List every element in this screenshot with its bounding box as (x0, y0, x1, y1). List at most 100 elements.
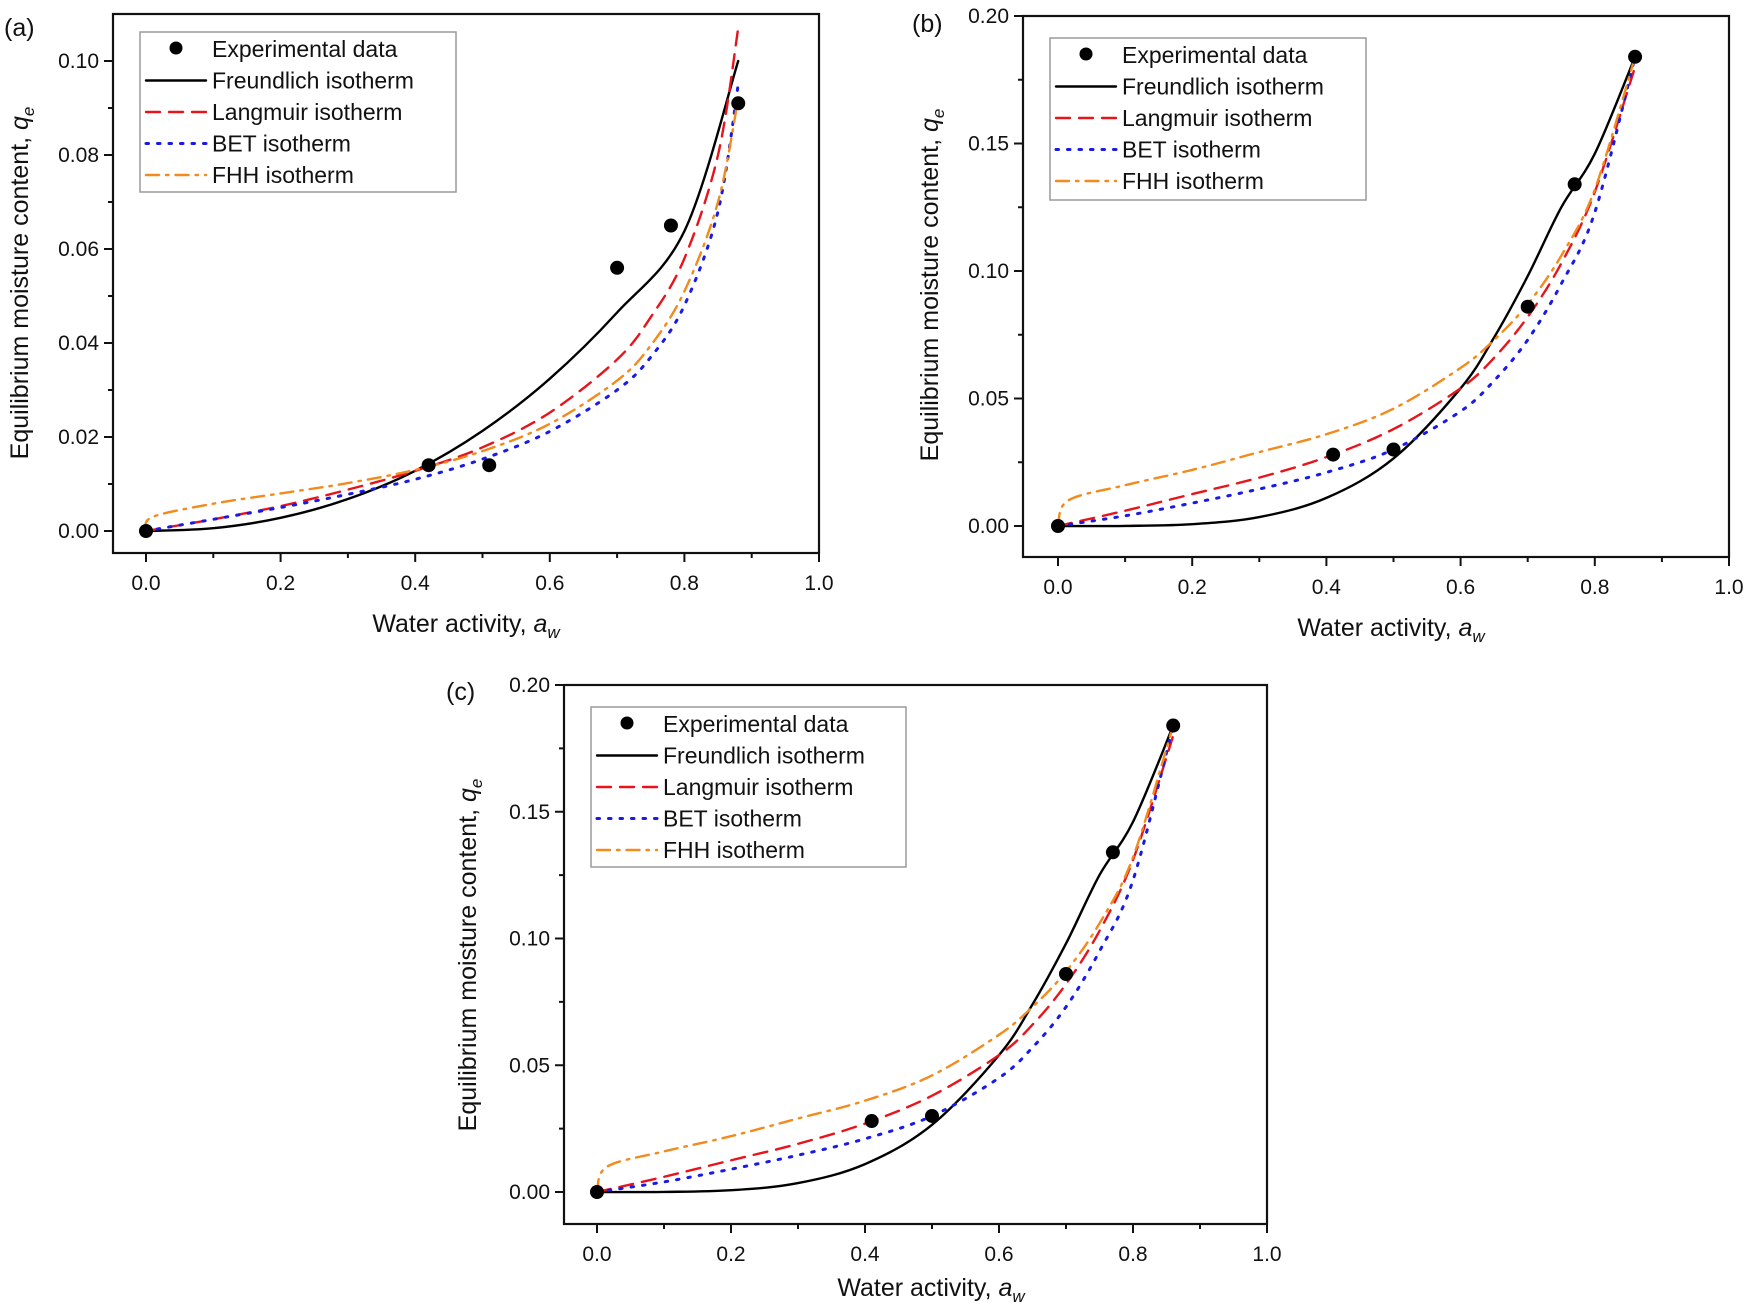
plot-area (1051, 49, 1643, 533)
legend-label-langmuir-isotherm: Langmuir isotherm (663, 774, 853, 800)
y-axis-title: Equilibrium moisture content, qe (454, 779, 486, 1132)
series-line-bet-isotherm (595, 724, 1175, 1194)
x-tick-label: 0.6 (1446, 576, 1475, 599)
plot-frame (562, 683, 1269, 1226)
legend-label-fhh-isotherm: FHH isotherm (663, 837, 805, 863)
x-axis-title-main: Water activity, (837, 1274, 998, 1302)
y-tick-label: 0.15 (509, 801, 550, 824)
y-axis-title: Equilibrium moisture content, qe (916, 109, 948, 462)
series-line-fhh-isotherm (595, 724, 1175, 1194)
x-axis-title-sub: w (1472, 627, 1486, 646)
legend-label-fhh-isotherm: FHH isotherm (212, 162, 354, 188)
y-axis-title-var: q (454, 788, 482, 802)
series-line-bet-isotherm (144, 83, 740, 533)
x-tick-label: 0.6 (984, 1243, 1013, 1266)
data-point (139, 524, 153, 538)
x-axis-title-var: a (1458, 614, 1472, 642)
data-point (1628, 49, 1643, 64)
x-axis-title-var: a (998, 1274, 1012, 1302)
y-tick-label: 0.05 (509, 1054, 550, 1077)
legend-label-bet-isotherm: BET isotherm (1122, 137, 1261, 163)
x-tick-label: 0.0 (131, 572, 160, 595)
x-tick-label: 0.4 (1312, 576, 1342, 599)
x-tick-label: 0.2 (1178, 576, 1207, 599)
series-line-bet-isotherm (1056, 55, 1637, 528)
y-tick-label: 0.10 (58, 50, 99, 73)
x-tick-label: 0.4 (401, 572, 431, 595)
y-tick-label: 0.05 (968, 388, 1009, 411)
data-point (1326, 447, 1341, 462)
panel-c: (c) 0.0 0.2 0.4 0.6 0.8 1.0 0.00 0.05 0.10 0.15 0.2… (446, 674, 1282, 1306)
x-axis-title-main: Water activity, (372, 610, 533, 638)
legend: Experimental data Freundlich isotherm Lang… (139, 31, 457, 193)
data-point (864, 1114, 879, 1129)
x-tick-label: 0.8 (1580, 576, 1609, 599)
x-tick-label: 1.0 (1714, 576, 1743, 599)
plot-area (139, 26, 746, 538)
y-tick-label: 0.00 (968, 515, 1009, 538)
x-axis-title-sub: w (1012, 1287, 1026, 1306)
panel-label: (a) (4, 14, 35, 42)
y-axis-title: Equilibrium moisture content, qe (6, 107, 38, 460)
y-axis-title-main: Equilibrium moisture content, (916, 132, 944, 461)
plot-frame (1021, 14, 1731, 559)
y-axis-title-main: Equilibrium moisture content, (6, 130, 34, 459)
y-tick-label: 0.00 (58, 520, 99, 543)
series-line-fhh-isotherm (144, 97, 740, 533)
y-tick-label: 0.20 (509, 674, 550, 697)
plot-frame (111, 12, 821, 555)
series-line-freundlich-isotherm (595, 724, 1175, 1194)
x-tick-label: 1.0 (804, 572, 833, 595)
x-axis-title: Water activity, aw (372, 610, 561, 642)
y-axis-title-var: q (916, 118, 944, 132)
x-tick-label: 0.8 (1118, 1243, 1147, 1266)
legend-label-bet-isotherm: BET isotherm (663, 806, 802, 832)
x-tick-label: 0.2 (716, 1243, 745, 1266)
y-tick-label: 0.08 (58, 144, 99, 167)
legend-label-freundlich-isotherm: Freundlich isotherm (663, 743, 865, 769)
legend-label-langmuir-isotherm: Langmuir isotherm (212, 99, 402, 125)
legend-label-experimental-data: Experimental data (212, 36, 398, 62)
series-line-langmuir-isotherm (144, 26, 740, 533)
y-tick-label: 0.15 (968, 133, 1009, 156)
legend-label-langmuir-isotherm: Langmuir isotherm (1122, 105, 1312, 131)
data-point (1166, 718, 1181, 733)
x-axis-title: Water activity, aw (837, 1274, 1026, 1306)
y-axis-title-sub: e (19, 107, 38, 116)
data-point (1051, 519, 1065, 533)
series-line-langmuir-isotherm (1056, 65, 1637, 528)
y-tick-label: 0.20 (968, 5, 1009, 28)
x-axis-title-var: a (533, 610, 547, 638)
y-tick-label: 0.10 (509, 928, 550, 951)
x-tick-label: 0.2 (266, 572, 295, 595)
panel-b: (b) 0.0 0.2 0.4 0.6 0.8 1.0 0.00 0.05 0.10 0.15 0.2… (912, 5, 1744, 646)
data-point (421, 458, 436, 473)
y-axis-title-sub: e (929, 109, 948, 118)
y-axis-title-main: Equilibrium moisture content, (454, 802, 482, 1131)
x-tick-label: 0.4 (850, 1243, 880, 1266)
data-point (1567, 177, 1582, 192)
y-tick-label: 0.10 (968, 260, 1009, 283)
y-axis-title-var: q (6, 116, 34, 130)
data-point (1386, 442, 1401, 457)
legend-label-experimental-data: Experimental data (663, 711, 849, 737)
y-tick-label: 0.04 (58, 332, 99, 355)
data-point (925, 1108, 939, 1123)
panel-label: (c) (446, 678, 475, 706)
plot-area (590, 718, 1181, 1199)
x-axis-title-main: Water activity, (1297, 614, 1458, 642)
y-tick-label: 0.00 (509, 1181, 550, 1204)
legend-marker-experimental-data (169, 41, 183, 55)
data-point (1520, 299, 1535, 314)
data-point (610, 260, 625, 275)
legend-label-freundlich-isotherm: Freundlich isotherm (1122, 74, 1324, 100)
series-line-langmuir-isotherm (595, 734, 1175, 1194)
panel-a: (a) 0.0 0.2 0.4 0.6 0.8 1.0 0.00 0.02 0.04 0.06 0.0… (4, 12, 834, 642)
series-line-freundlich-isotherm (144, 59, 740, 533)
x-tick-label: 0.0 (582, 1243, 611, 1266)
y-tick-label: 0.02 (58, 426, 99, 449)
x-tick-label: 0.0 (1043, 576, 1072, 599)
x-tick-label: 1.0 (1252, 1243, 1281, 1266)
x-tick-label: 0.6 (535, 572, 564, 595)
